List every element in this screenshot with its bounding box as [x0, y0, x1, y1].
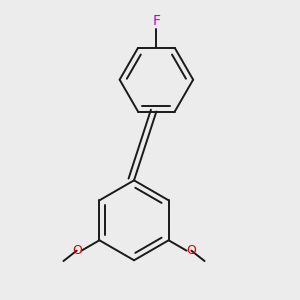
Text: O: O: [186, 244, 196, 257]
Text: F: F: [152, 14, 160, 28]
Text: O: O: [72, 244, 82, 257]
